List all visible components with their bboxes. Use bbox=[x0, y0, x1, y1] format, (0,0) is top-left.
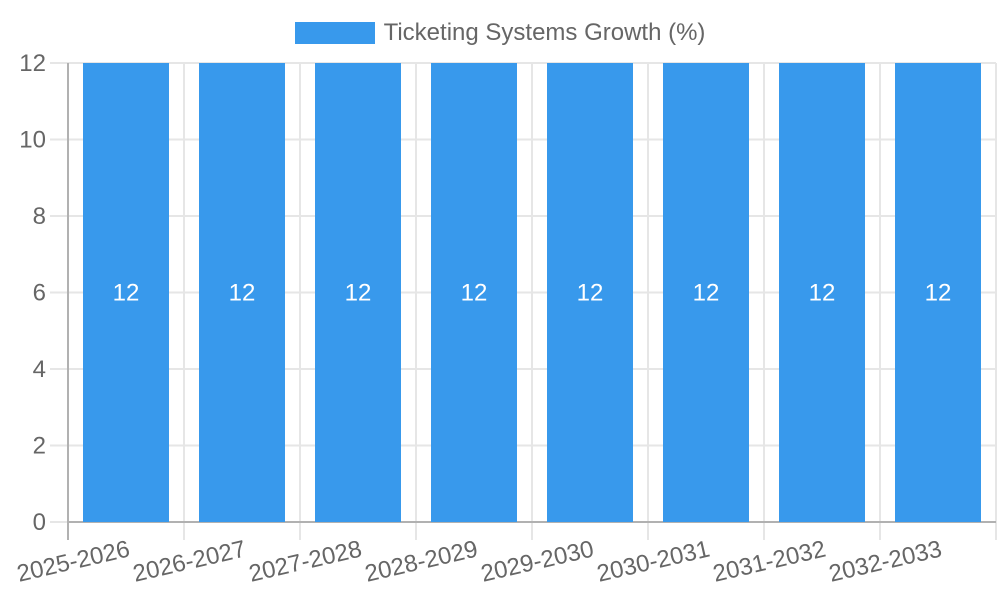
bar[interactable] bbox=[895, 63, 981, 522]
bar[interactable] bbox=[431, 63, 517, 522]
bar[interactable] bbox=[663, 63, 749, 522]
x-tick-label: 2026-2027 bbox=[130, 536, 248, 588]
legend-label: Ticketing Systems Growth (%) bbox=[383, 19, 706, 46]
x-tick-label: 2027-2028 bbox=[246, 536, 364, 588]
bar[interactable] bbox=[547, 63, 633, 522]
legend-color-swatch bbox=[294, 22, 375, 44]
y-tick-label: 2 bbox=[33, 433, 46, 460]
y-tick-label: 10 bbox=[19, 127, 46, 154]
bar-value-label: 12 bbox=[113, 280, 140, 307]
y-tick-label: 6 bbox=[33, 280, 46, 307]
x-tick-label: 2025-2026 bbox=[14, 536, 132, 588]
bar-value-label: 12 bbox=[809, 280, 836, 307]
bar[interactable] bbox=[315, 63, 401, 522]
bar-value-label: 12 bbox=[693, 280, 720, 307]
x-tick-label: 2028-2029 bbox=[362, 536, 480, 588]
y-tick-label: 12 bbox=[19, 50, 46, 77]
x-tick-label: 2029-2030 bbox=[478, 536, 596, 588]
y-tick-label: 8 bbox=[33, 203, 46, 230]
bar-value-label: 12 bbox=[461, 280, 488, 307]
bar-value-label: 12 bbox=[345, 280, 372, 307]
x-tick-label: 2030-2031 bbox=[594, 536, 712, 588]
chart-legend-item[interactable]: Ticketing Systems Growth (%) bbox=[0, 21, 1000, 45]
y-tick-label: 0 bbox=[33, 509, 46, 536]
bar-value-label: 12 bbox=[925, 280, 952, 307]
x-tick-label: 2031-2032 bbox=[710, 536, 828, 588]
bar[interactable] bbox=[83, 63, 169, 522]
bar[interactable] bbox=[779, 63, 865, 522]
y-tick-label: 4 bbox=[33, 356, 46, 383]
bar-value-label: 12 bbox=[577, 280, 604, 307]
x-tick-label: 2032-2033 bbox=[826, 536, 944, 588]
bar[interactable] bbox=[199, 63, 285, 522]
bar-value-label: 12 bbox=[229, 280, 256, 307]
